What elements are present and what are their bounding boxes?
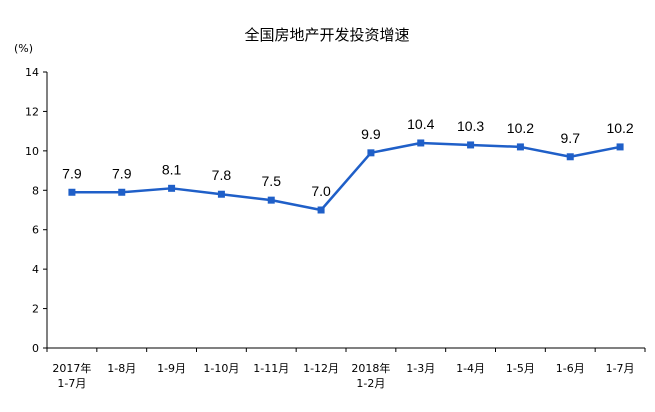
x-tick-label-line: 1-9月 [157, 362, 186, 375]
data-label: 7.9 [62, 165, 82, 181]
x-tick-label-line: 1-7月 [57, 377, 86, 390]
x-tick-label: 1-12月 [303, 362, 339, 375]
x-tick-label: 1-4月 [456, 362, 485, 375]
x-tick-label: 1-3月 [406, 362, 435, 375]
x-tick-label-line: 1-12月 [303, 362, 339, 375]
data-label: 10.2 [507, 120, 534, 136]
data-point-marker [317, 206, 325, 214]
x-tick-label: 1-8月 [107, 362, 136, 375]
x-tick-label: 2018年 1-2月 [351, 361, 390, 390]
data-label: 9.7 [561, 130, 581, 146]
y-tick-label: 8 [32, 184, 39, 197]
data-label: 7.9 [112, 165, 132, 181]
x-tick-label: 2017年 1-7月 [52, 361, 91, 390]
data-label: 7.0 [311, 183, 331, 199]
x-tick-label-line: 1-7月 [606, 362, 635, 375]
x-tick-label: 1-7月 [606, 362, 635, 375]
data-point-marker [616, 143, 624, 151]
x-tick-label-line: 1-11月 [253, 362, 289, 375]
x-tick-label-line: 1-4月 [456, 362, 485, 375]
y-tick-label: 0 [32, 342, 39, 355]
x-tick-label: 1-10月 [203, 362, 239, 375]
x-tick-label: 1-5月 [506, 362, 535, 375]
data-label: 9.9 [361, 126, 381, 142]
x-tick-label: 1-11月 [253, 362, 289, 375]
data-point-marker [367, 149, 375, 157]
data-labels-layer: 7.9 7.9 8.1 7.8 7.5 7.0 9.9 10.4 10.3 10.2 9.7 10.2 [62, 116, 634, 199]
x-tick-label-line: 1-6月 [556, 362, 585, 375]
data-point-marker [516, 143, 524, 151]
data-point-marker [267, 196, 275, 204]
series-layer [68, 139, 624, 214]
x-tick-label-line: 2018年 [351, 361, 390, 375]
data-point-marker [566, 153, 574, 161]
data-point-marker [417, 139, 425, 147]
x-tick-label-line: 1-10月 [203, 362, 239, 375]
data-point-marker [68, 188, 76, 196]
y-axis-unit-label: (%) [14, 42, 33, 55]
y-tick-label: 4 [32, 263, 39, 276]
y-tick-label: 2 [32, 303, 39, 316]
data-point-marker [168, 184, 176, 192]
data-label: 10.4 [407, 116, 434, 132]
axes [46, 72, 645, 349]
y-axis-ticks: 0 2 4 6 8 10 12 14 [25, 66, 47, 355]
y-tick-label: 6 [32, 224, 39, 237]
y-tick-label: 10 [25, 145, 39, 158]
data-label: 7.8 [212, 167, 232, 183]
chart-title: 全国房地产开发投资增速 [244, 26, 409, 44]
y-tick-label: 12 [25, 105, 39, 118]
data-point-marker [467, 141, 475, 149]
x-tick-label-line: 1-5月 [506, 362, 535, 375]
series-line [71, 141, 621, 212]
x-tick-label-line: 1-2月 [356, 377, 385, 390]
data-label: 7.5 [262, 173, 282, 189]
data-label: 10.3 [457, 118, 484, 134]
y-tick-label: 14 [25, 66, 39, 79]
data-label: 10.2 [606, 120, 633, 136]
x-tick-label: 1-6月 [556, 362, 585, 375]
data-point-marker [217, 190, 225, 198]
x-tick-label: 1-9月 [157, 362, 186, 375]
x-tick-label-line: 1-8月 [107, 362, 136, 375]
x-tick-label-line: 2017年 [52, 361, 91, 375]
x-axis-ticks: 2017年 1-7月 1-8月 1-9月 1-10月 1-11月 1-12月 2018年 1-2… [46, 348, 646, 390]
data-point-marker [118, 188, 126, 196]
data-label: 8.1 [162, 161, 182, 177]
x-tick-label-line: 1-3月 [406, 362, 435, 375]
